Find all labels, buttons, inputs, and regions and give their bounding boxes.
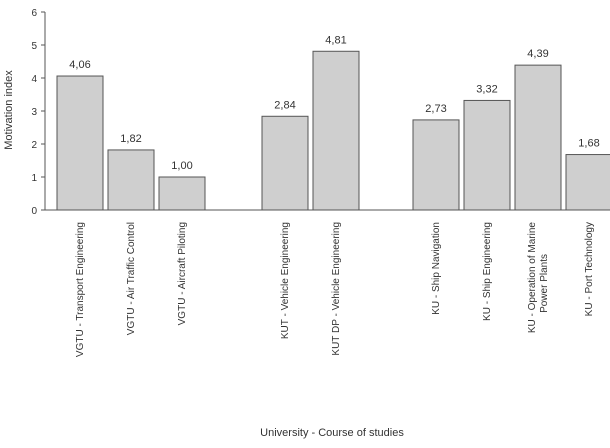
data-label: 1,00: [171, 160, 192, 172]
category-label: KU - Port Technology: [584, 222, 595, 316]
data-label: 2,84: [274, 99, 295, 111]
category-label: VGTU - Aircraft Piloting: [177, 222, 188, 325]
y-tick-label: 4: [31, 74, 37, 85]
category-label: KUT - Vehicle Engineering: [280, 222, 291, 339]
plot-area: 0 1 2 3 4 5 6 4,06 VGTU - Transport Engineering 1…: [31, 8, 610, 357]
x-axis-label: University - Course of studies: [260, 427, 404, 439]
y-tick-label: 2: [31, 140, 37, 151]
y-tick-label: 3: [31, 107, 37, 118]
y-tick-label: 1: [31, 173, 37, 184]
category-label: VGTU - Air Traffic Control: [126, 222, 137, 335]
category-label: KU - Ship Engineering: [482, 222, 493, 321]
data-label: 4,81: [325, 34, 346, 46]
bar: [412, 119, 460, 211]
category-label: KU - Ship Navigation: [431, 222, 442, 315]
data-label: 4,06: [69, 59, 90, 71]
data-label: 4,39: [527, 48, 548, 60]
data-label: 1,82: [120, 133, 141, 145]
category-label-line: Power Plants: [539, 254, 550, 313]
category-label: KUT DP - Vehicle Engineering: [331, 222, 342, 356]
bar: [158, 176, 206, 211]
category-label: KU - Operation of MarinePower Plants: [527, 222, 550, 334]
y-tick-label: 5: [31, 41, 37, 52]
category-label: VGTU - Transport Engineering: [75, 222, 86, 357]
bar: [312, 50, 360, 211]
data-label: 2,73: [425, 103, 446, 115]
y-tick-label: 6: [31, 8, 37, 19]
bar: [565, 154, 610, 211]
data-label: 1,68: [578, 138, 599, 150]
y-tick-label: 0: [31, 206, 37, 217]
category-label-line: KU - Operation of Marine: [527, 222, 538, 334]
bar: [107, 149, 155, 211]
bar: [514, 64, 562, 211]
bar: [463, 99, 511, 211]
y-axis-label: Motivation index: [3, 70, 15, 150]
data-label: 3,32: [476, 83, 497, 95]
bar: [261, 115, 309, 211]
bar: [56, 75, 104, 211]
